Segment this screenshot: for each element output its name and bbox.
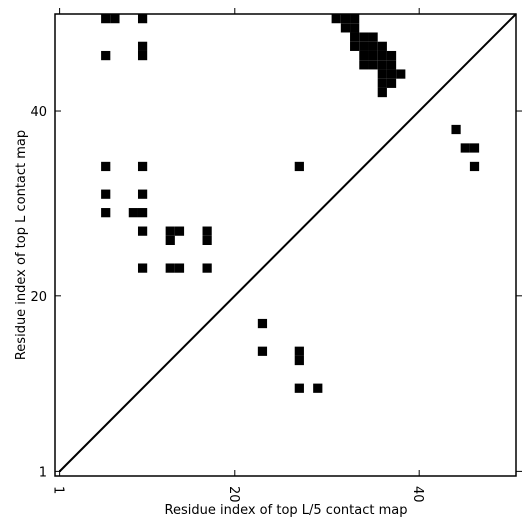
contact-cell [368, 32, 378, 42]
contact-cell [368, 41, 378, 51]
contact-cell [294, 346, 304, 356]
contact-cell [110, 14, 120, 24]
contact-cell [377, 50, 387, 61]
y-axis-label: Residue index of top L contact map [14, 130, 29, 360]
contact-cell [340, 14, 351, 24]
contact-cell [101, 189, 111, 199]
contact-cell [340, 23, 351, 33]
contact-cell [257, 318, 268, 329]
contact-cell [359, 50, 369, 61]
contact-cell [386, 50, 397, 61]
contact-cell [396, 69, 406, 79]
contact-cell [350, 41, 360, 51]
contact-cell [137, 226, 148, 236]
contact-cell [137, 14, 148, 24]
y-tick-label: 40 [30, 105, 47, 120]
contact-cell [165, 235, 175, 245]
y-tick-label: 1 [39, 465, 47, 480]
contact-cell [294, 355, 304, 366]
contact-cell [137, 189, 148, 199]
contact-cell [386, 60, 397, 70]
contact-cell [359, 32, 369, 42]
contact-cell [202, 263, 212, 273]
contact-cell [451, 124, 461, 135]
contact-cell [101, 50, 111, 61]
contact-cell [377, 41, 387, 51]
contact-cell [386, 78, 397, 88]
contact-cell [359, 60, 369, 70]
contact-cell [101, 161, 111, 172]
contact-cell [202, 235, 212, 245]
diagonal-line [58, 13, 517, 473]
contact-cell [368, 50, 378, 61]
contact-cell [377, 87, 387, 98]
plot-frame [54, 13, 517, 477]
contact-cell [257, 346, 268, 356]
contact-cell [174, 263, 185, 273]
contact-cell [128, 208, 138, 218]
contact-cell [460, 143, 470, 153]
x-tick-label: 40 [410, 486, 425, 503]
contact-cell [368, 60, 378, 70]
contact-cell [165, 263, 175, 273]
contact-cell [331, 14, 341, 24]
contact-cell [350, 14, 360, 24]
contact-cell [350, 32, 360, 42]
contact-cell [294, 383, 304, 393]
contact-cell [202, 226, 212, 236]
contact-cell [174, 226, 185, 236]
contact-cell [137, 41, 148, 51]
contact-cell [137, 161, 148, 172]
contact-cell [294, 161, 304, 172]
contact-cell [469, 161, 480, 172]
x-tick-label: 20 [226, 486, 241, 503]
contact-cell [137, 208, 148, 218]
contact-cell [350, 23, 360, 33]
contact-cell [386, 69, 397, 79]
contact-cell [359, 41, 369, 51]
contact-cell [101, 208, 111, 218]
contact-cell [137, 263, 148, 273]
x-axis-label: Residue index of top L/5 contact map [165, 503, 408, 518]
contact-cell [137, 50, 148, 61]
x-tick-label: 1 [51, 486, 66, 494]
contact-cell [165, 226, 175, 236]
y-tick-label: 20 [30, 290, 47, 305]
contact-cell [377, 69, 387, 79]
contact-cell [377, 78, 387, 88]
contact-cell [313, 383, 323, 393]
contact-cell [101, 14, 111, 24]
contact-cell [377, 60, 387, 70]
contact-cell [469, 143, 480, 153]
